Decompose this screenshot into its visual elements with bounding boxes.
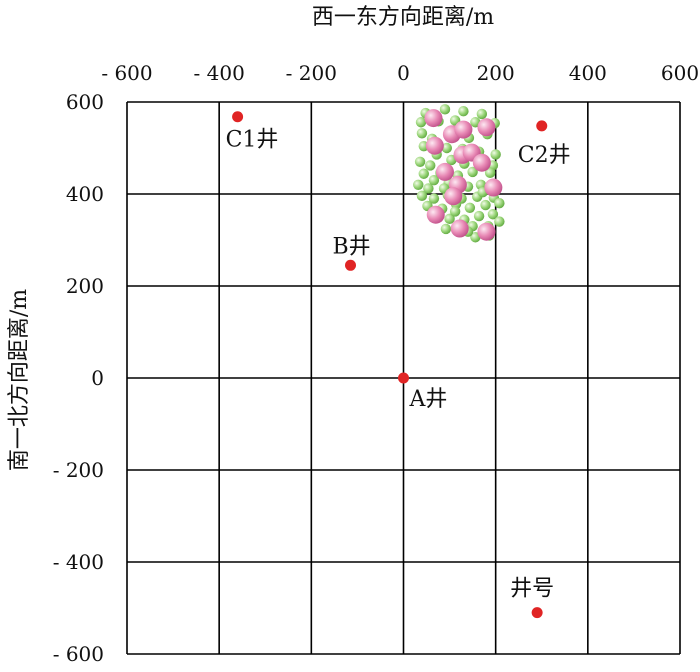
event-point-small: [487, 209, 499, 220]
event-point-small: [415, 117, 427, 128]
event-point-small: [423, 183, 434, 194]
well-marker: [232, 111, 244, 123]
event-point-small: [418, 168, 429, 179]
well-label: B井: [333, 234, 371, 259]
event-point-small: [428, 193, 440, 204]
y-tick-label: 200: [66, 274, 104, 298]
event-point-large: [426, 205, 445, 224]
y-tick-labels: 600 400 200 0 - 200 - 400 - 600: [53, 90, 104, 666]
y-axis-title: 南一北方向距离/m: [7, 289, 32, 471]
event-point-small: [490, 149, 501, 160]
event-point-large: [454, 120, 473, 139]
y-tick-label: - 200: [53, 458, 104, 482]
event-point-small: [441, 142, 453, 154]
large-event-markers: [424, 109, 503, 241]
event-point-large: [477, 118, 496, 137]
event-point-small: [414, 156, 426, 167]
event-point-small: [464, 202, 476, 213]
legend-label: 井号: [510, 577, 554, 602]
well-marker: [345, 259, 357, 271]
x-tick-label: 600: [661, 61, 699, 85]
grid-lines: [126, 101, 681, 655]
event-point-small: [458, 106, 469, 117]
event-point-small: [494, 198, 505, 209]
event-point-small: [467, 166, 478, 178]
well-label: A井: [409, 387, 448, 412]
event-point-small: [439, 104, 451, 115]
event-point-large: [484, 178, 503, 197]
event-point-small: [425, 160, 436, 171]
event-point-small: [416, 128, 428, 139]
x-tick-labels: - 600 - 400 - 200 0 200 400 600: [101, 61, 699, 85]
event-point-large: [424, 109, 443, 128]
well-marker: [398, 372, 409, 384]
event-point-small: [494, 216, 505, 227]
event-point-large: [472, 153, 491, 172]
event-point-large: [450, 219, 469, 238]
event-point-small: [428, 175, 440, 186]
event-point-large: [425, 136, 444, 155]
event-point-small: [449, 206, 461, 217]
event-point-small: [480, 199, 491, 211]
x-tick-label: 200: [477, 61, 515, 85]
event-point-small: [484, 167, 496, 179]
event-point-large: [435, 162, 454, 181]
event-point-small: [476, 108, 488, 120]
event-point-large: [444, 187, 463, 206]
event-point-large: [477, 222, 496, 241]
legend: 井号: [510, 577, 554, 619]
well-marker: [536, 120, 548, 132]
legend-marker: [531, 607, 543, 619]
event-point-small: [416, 190, 428, 202]
y-tick-label: 600: [66, 90, 104, 114]
well-label: C1井: [226, 128, 279, 153]
y-tick-label: - 600: [53, 642, 104, 666]
y-tick-label: - 400: [53, 550, 104, 574]
x-axis-title: 西一东方向距离/m: [312, 5, 494, 30]
well-markers: A井 B井 C1井 C2井: [226, 111, 571, 412]
event-point-small: [473, 210, 485, 222]
x-tick-label: 400: [569, 61, 607, 85]
x-tick-label: - 400: [194, 61, 245, 85]
x-tick-label: - 200: [286, 61, 337, 85]
x-tick-label: 0: [397, 61, 410, 85]
event-point-small: [413, 179, 424, 190]
x-tick-label: - 600: [101, 61, 152, 85]
y-tick-label: 400: [66, 182, 104, 206]
well-label: C2井: [518, 143, 571, 168]
event-point-small: [440, 223, 452, 235]
y-tick-label: 0: [91, 366, 104, 390]
event-point-small: [444, 213, 455, 225]
